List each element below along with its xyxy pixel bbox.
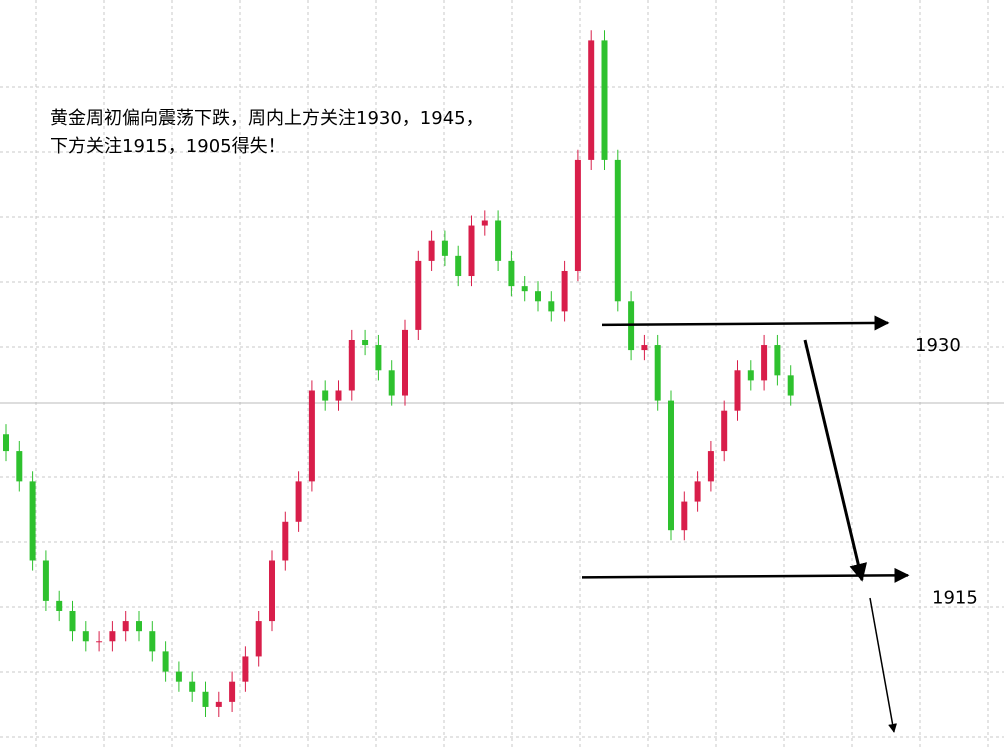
- candle-body: [175, 671, 182, 682]
- level-label: 1930: [915, 335, 961, 356]
- candle-body: [614, 159, 621, 302]
- candle-body: [761, 345, 768, 381]
- candle-body: [122, 621, 129, 632]
- candle-body: [375, 345, 382, 371]
- candle-body: [136, 621, 142, 632]
- candle-body: [707, 451, 714, 482]
- levels: 1930 1915: [581, 315, 978, 608]
- annotation: 下方关注1915，1905得失！: [50, 136, 286, 157]
- candle-body: [282, 521, 289, 561]
- candle-body: [402, 329, 408, 396]
- candle-body: [3, 434, 9, 452]
- candle-body: [189, 681, 196, 692]
- annotation: 黄金周初偏向震荡下跌，周内上方关注1930，1945，: [50, 108, 484, 129]
- candle-body: [202, 691, 209, 707]
- candle-body: [787, 375, 794, 396]
- candle-body: [694, 481, 701, 502]
- candle-body: [335, 390, 342, 401]
- candle-body: [96, 641, 103, 643]
- candle-body: [495, 220, 502, 261]
- candle-body: [654, 345, 661, 401]
- candle-body: [428, 240, 435, 261]
- candle-body: [441, 240, 448, 256]
- candle-body: [82, 631, 89, 642]
- candle-body: [295, 481, 302, 522]
- candle-body: [641, 345, 648, 351]
- candle-body: [322, 390, 329, 401]
- candle-body: [548, 301, 555, 312]
- candle-body: [348, 339, 355, 391]
- candle-body: [468, 225, 475, 277]
- candle-body: [255, 621, 262, 657]
- candle-body: [308, 390, 315, 482]
- candle-body: [574, 159, 581, 271]
- candle-body: [215, 701, 222, 707]
- candle-body: [561, 270, 568, 312]
- candle-body: [734, 370, 741, 411]
- candle-body: [668, 400, 674, 531]
- candle-body: [774, 345, 781, 376]
- candles: [3, 30, 794, 718]
- candle-body: [481, 220, 488, 226]
- candle-body: [16, 451, 23, 482]
- candle-body: [455, 255, 462, 277]
- candle-body: [162, 651, 169, 672]
- level-arrow: [581, 567, 910, 583]
- candle-body: [681, 501, 688, 531]
- candle-body: [747, 370, 754, 381]
- candle-body: [109, 631, 116, 642]
- candle-body: [362, 339, 369, 346]
- candle-body: [242, 656, 249, 682]
- candle-body: [388, 370, 395, 396]
- candle-body: [56, 600, 63, 611]
- candle-body: [229, 681, 236, 702]
- level-arrow: [601, 315, 890, 331]
- candle-body: [535, 291, 541, 302]
- candle-body: [29, 481, 36, 561]
- candle-body: [521, 286, 528, 292]
- candle-body: [508, 260, 515, 287]
- level-label: 1915: [932, 587, 978, 608]
- candle-body: [588, 40, 595, 160]
- candle-body: [69, 610, 76, 632]
- candle-body: [149, 631, 156, 652]
- candle-body: [415, 260, 422, 330]
- candle-body: [721, 410, 728, 452]
- trend-arrows: [803, 339, 898, 733]
- candle-body: [601, 40, 608, 160]
- candle-body: [269, 560, 275, 622]
- candle-body: [42, 560, 49, 601]
